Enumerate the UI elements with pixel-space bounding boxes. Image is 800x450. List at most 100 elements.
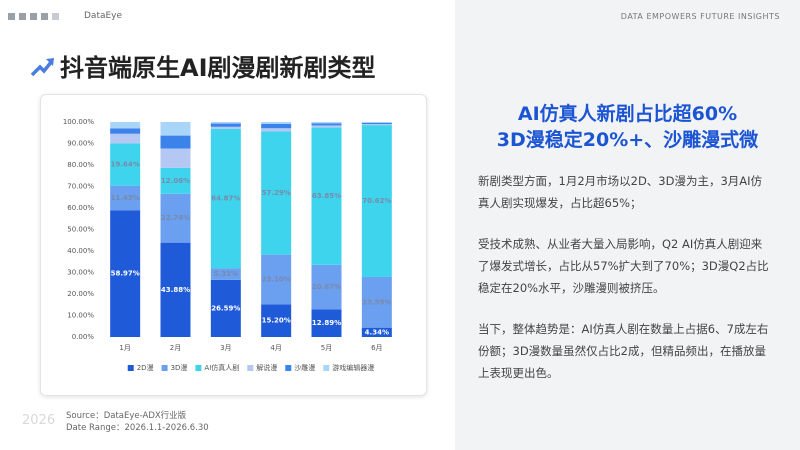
legend-label: 游戏编辑器漫	[332, 363, 374, 372]
data-label: 58.97%	[111, 270, 140, 278]
bar-segment	[261, 123, 292, 129]
bar-segment	[210, 128, 241, 269]
data-label: 23.10%	[262, 275, 291, 283]
y-tick-label: 50.00%	[67, 226, 94, 234]
source: Source：DataEye-ADX行业版	[66, 411, 187, 421]
bar-segment	[160, 193, 191, 243]
bar-segment	[210, 268, 241, 280]
bar-segment	[311, 264, 342, 310]
bar-segment	[110, 185, 141, 211]
year: 2026	[22, 413, 56, 428]
bar-segment	[361, 122, 392, 123]
legend-label: 解说漫	[256, 363, 277, 372]
bar-segment	[160, 148, 191, 168]
data-label: 20.67%	[312, 283, 341, 291]
y-tick-label: 100.00%	[63, 118, 94, 126]
paragraph: 新剧类型方面，1月2月市场以2D、3D漫为主，3月AI仿真人剧实现爆发，占比超6…	[478, 174, 763, 210]
data-label: 5.31%	[214, 270, 238, 278]
x-tick-label: 2月	[170, 344, 181, 352]
y-tick-label: 10.00%	[67, 312, 94, 320]
data-label: 12.89%	[312, 319, 341, 327]
right-panel	[455, 0, 800, 450]
bar-segment	[160, 167, 191, 194]
legend-swatch	[195, 365, 202, 371]
bar-segment	[210, 122, 241, 124]
tagline: DATA EMPOWERS FUTURE INSIGHTS	[620, 12, 780, 21]
y-tick-label: 90.00%	[67, 140, 94, 148]
legend-swatch	[285, 365, 292, 371]
bar-segment	[311, 127, 342, 265]
bar-segment	[110, 210, 141, 337]
bar-segment	[210, 123, 241, 127]
bar-segment	[361, 276, 392, 328]
legend-label: 3D漫	[171, 363, 188, 372]
data-label: 22.74%	[161, 214, 190, 222]
title-icon	[30, 58, 54, 77]
data-label: 43.88%	[161, 286, 190, 294]
headline: AI仿真人新剧占比超60% 3D漫稳定20%+、沙雕漫式微	[455, 101, 800, 153]
bar-segment	[110, 122, 141, 129]
bar-segment	[160, 122, 191, 136]
headline-line: AI仿真人新剧占比超60%	[517, 103, 738, 125]
y-tick-label: 70.00%	[67, 183, 94, 191]
bar-segment	[210, 279, 241, 337]
data-label: 64.87%	[211, 195, 240, 203]
legend-label: 2D漫	[137, 363, 154, 372]
headline-line: 3D漫稳定20%+、沙雕漫式微	[496, 129, 759, 151]
bar-segment	[261, 304, 292, 337]
brand-icon	[8, 13, 59, 20]
data-label: 63.85%	[312, 192, 341, 200]
brand: DataEye	[84, 11, 123, 21]
title: 抖音端原生AI剧漫剧新剧类型	[60, 54, 376, 82]
y-tick-label: 60.00%	[67, 204, 94, 212]
bar-segment	[160, 135, 191, 149]
x-tick-label: 6月	[371, 344, 382, 352]
y-tick-label: 20.00%	[67, 290, 94, 298]
chart: 0.00% 10.00% 20.00% 30.00% 40.00% 50.00% 60.00…	[63, 118, 392, 372]
x-tick-label: 1月	[119, 344, 130, 352]
legend-swatch	[247, 365, 254, 371]
x-tick-label: 5月	[321, 344, 332, 352]
data-label: 15.20%	[262, 317, 291, 325]
bar-segment	[210, 126, 241, 129]
bar-segment	[110, 143, 141, 186]
legend-label: AI仿真人剧	[204, 363, 239, 372]
x-tick-label: 4月	[270, 344, 281, 352]
bar-segment	[261, 122, 292, 124]
chart-card	[40, 94, 427, 396]
data-label: 23.59%	[362, 298, 391, 306]
bar-segment	[110, 133, 141, 144]
data-label: 70.62%	[362, 197, 391, 205]
paragraph: 当下，整体趋势是：AI仿真人剧在数量上占据6、7成左右份额；3D漫数量虽然仅占比…	[478, 322, 769, 380]
x-tick-label: 3月	[220, 344, 231, 352]
bar-segment	[311, 123, 342, 126]
data-label: 26.59%	[211, 304, 240, 312]
bar-segment	[311, 309, 342, 337]
data-label: 12.06%	[161, 177, 190, 185]
y-tick-label: 30.00%	[67, 269, 94, 277]
bar-segment	[361, 125, 392, 277]
legend-swatch	[323, 365, 330, 371]
legend-label: 沙雕漫	[294, 363, 315, 372]
bar-segment	[311, 122, 342, 124]
y-tick-label: 80.00%	[67, 161, 94, 169]
y-tick-label: 0.00%	[72, 333, 95, 341]
data-label: 11.43%	[111, 194, 140, 202]
date-range: Date Range：2026.1.1-2026.6.30	[66, 423, 209, 433]
bar-segment	[160, 242, 191, 337]
legend-swatch	[127, 365, 134, 371]
bar-segment	[261, 128, 292, 132]
bar-segment	[311, 125, 342, 128]
paragraph: 受技术成熟、从业者大量入局影响，Q2 AI仿真人剧迎来了爆发式增长，占比从57%…	[478, 237, 769, 295]
bar-segment	[361, 327, 392, 337]
bar-segment	[110, 128, 141, 134]
bar-segment	[361, 124, 392, 126]
bar-segment	[261, 254, 292, 305]
data-label: 19.64%	[111, 161, 140, 169]
y-tick-label: 40.00%	[67, 247, 94, 255]
bar-segment	[361, 122, 392, 125]
data-label: 57.29%	[262, 189, 291, 197]
data-label: 4.34%	[365, 328, 389, 336]
legend-swatch	[161, 365, 168, 371]
